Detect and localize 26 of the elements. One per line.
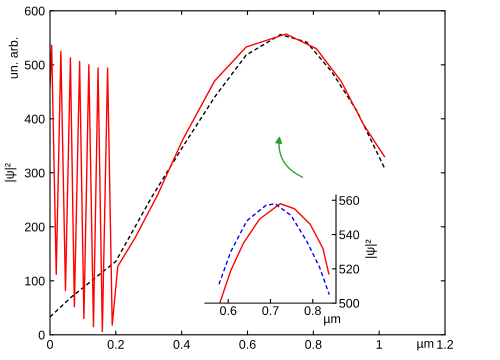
x-tick-label: 0.2 xyxy=(108,340,124,349)
y-axis-title: |ψ|² xyxy=(365,240,377,258)
x-tick-label: 0.4 xyxy=(173,340,190,349)
text: un. arb. xyxy=(8,38,18,78)
x-axis-title: µm xyxy=(417,341,434,350)
y-tick-label: 500 xyxy=(339,298,360,308)
x-tick-label: 1.2 xyxy=(437,340,454,349)
x-tick-label: 0.6 xyxy=(239,340,256,349)
y-tick-label: 540 xyxy=(339,230,360,240)
y-axis-title: |ψ|² xyxy=(4,163,16,182)
y-tick-label: 300 xyxy=(24,168,45,178)
x-tick-label: 1 xyxy=(376,340,382,349)
y-tick-label: 200 xyxy=(24,222,45,232)
x-tick-label: 0.8 xyxy=(305,340,322,349)
y-tick-label: 500 xyxy=(24,60,45,70)
y-tick-label: 600 xyxy=(24,6,45,16)
x-tick-label: 0.6 xyxy=(220,306,236,316)
y-tick-label: 520 xyxy=(339,264,360,274)
y-tick-label: 560 xyxy=(339,196,360,205)
y-tick-label: 100 xyxy=(25,276,45,286)
y-tick-label: 0 xyxy=(38,330,45,340)
y-tick-label: 400 xyxy=(24,114,45,124)
x-tick-label: 0.7 xyxy=(262,306,279,316)
x-axis-title: µm xyxy=(324,316,340,326)
x-tick-label: 0 xyxy=(47,340,53,349)
x-tick-label: 0.8 xyxy=(304,306,321,316)
